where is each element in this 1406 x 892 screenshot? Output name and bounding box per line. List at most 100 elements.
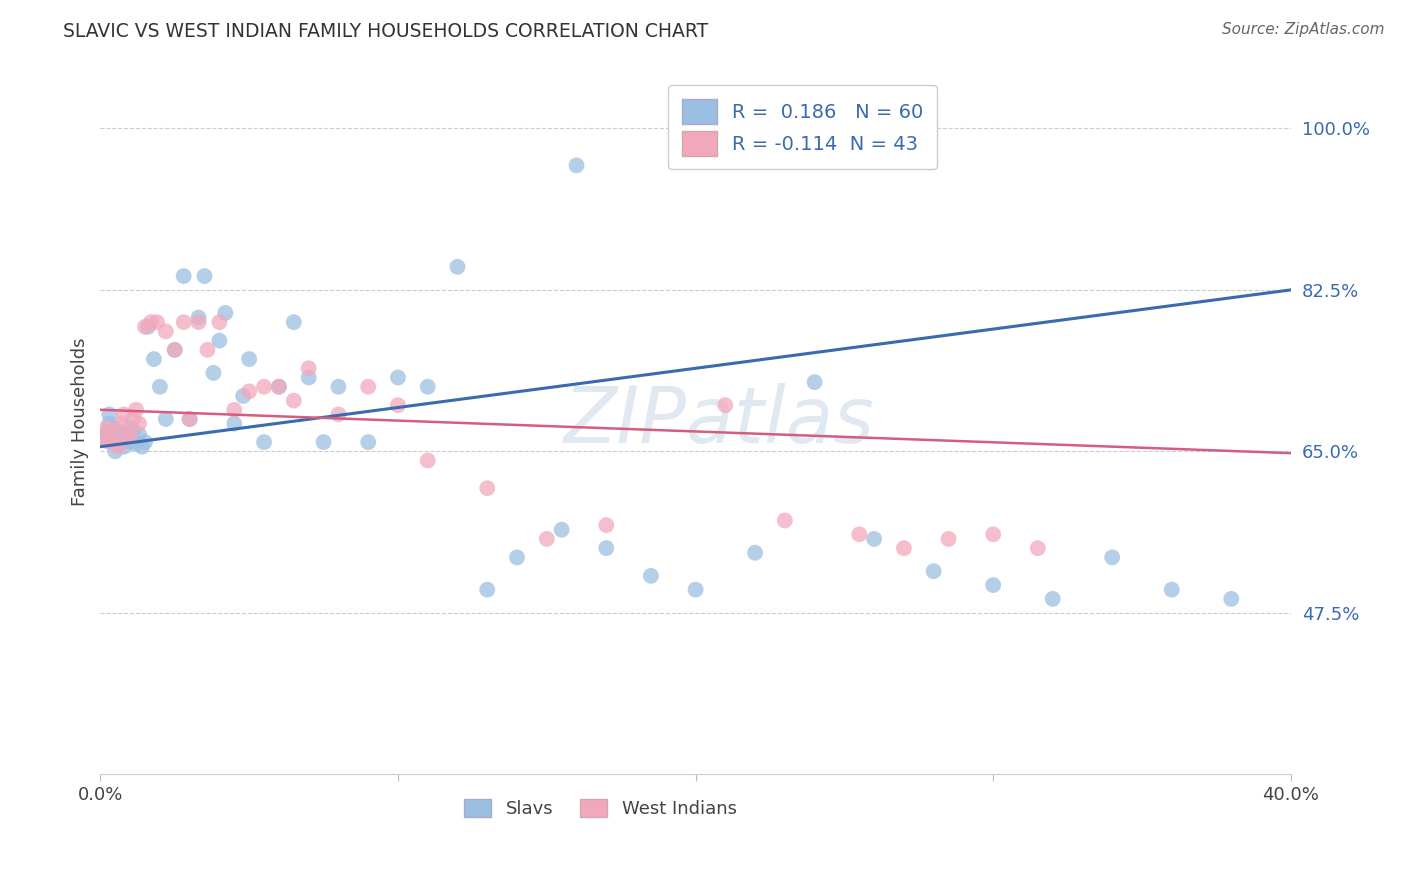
Point [938, 532, 960, 546]
Point [536, 532, 558, 546]
Point [197, 343, 219, 357]
Point [550, 523, 572, 537]
Point [208, 315, 231, 329]
Point [131, 440, 153, 454]
Point [477, 481, 499, 495]
Point [283, 393, 305, 408]
Point [773, 513, 796, 527]
Point [312, 435, 335, 450]
Point [173, 315, 195, 329]
Point [685, 582, 707, 597]
Text: SLAVIC VS WEST INDIAN FAMILY HOUSEHOLDS CORRELATION CHART: SLAVIC VS WEST INDIAN FAMILY HOUSEHOLDS … [63, 22, 709, 41]
Point [253, 380, 276, 394]
Point [214, 306, 236, 320]
Point [91, 430, 114, 444]
Point [1220, 591, 1243, 606]
Text: ZIPatlas: ZIPatlas [564, 384, 875, 459]
Point [187, 315, 209, 329]
Point [110, 425, 132, 440]
Point [104, 421, 127, 435]
Point [922, 564, 945, 578]
Point [357, 435, 380, 450]
Point [136, 319, 159, 334]
Point [115, 425, 138, 440]
Point [139, 315, 162, 329]
Point [122, 424, 145, 438]
Point [298, 370, 321, 384]
Point [267, 380, 290, 394]
Point [565, 158, 588, 172]
Point [112, 408, 135, 422]
Point [122, 412, 145, 426]
Point [110, 435, 132, 450]
Point [104, 435, 127, 450]
Point [416, 380, 439, 394]
Point [101, 424, 124, 438]
Point [506, 550, 529, 565]
Point [173, 268, 195, 283]
Point [179, 412, 201, 426]
Point [98, 408, 121, 422]
Point [142, 352, 165, 367]
Point [848, 527, 870, 541]
Point [104, 444, 127, 458]
Point [267, 380, 290, 394]
Point [1160, 582, 1182, 597]
Point [893, 541, 915, 556]
Point [202, 366, 225, 380]
Point [981, 578, 1004, 592]
Point [120, 421, 142, 435]
Point [91, 430, 114, 444]
Point [238, 352, 260, 367]
Point [224, 402, 246, 417]
Point [595, 541, 617, 556]
Point [98, 435, 121, 450]
Point [283, 315, 305, 329]
Point [134, 319, 156, 334]
Point [112, 440, 135, 454]
Point [155, 412, 177, 426]
Point [232, 389, 254, 403]
Point [1026, 541, 1049, 556]
Point [125, 402, 148, 417]
Point [96, 421, 118, 435]
Point [387, 398, 409, 412]
Point [96, 425, 118, 440]
Point [128, 417, 150, 431]
Point [328, 408, 350, 422]
Point [328, 380, 350, 394]
Point [107, 435, 129, 450]
Point [125, 437, 148, 451]
Point [128, 427, 150, 442]
Point [107, 440, 129, 454]
Point [803, 375, 825, 389]
Point [149, 380, 172, 394]
Point [120, 435, 142, 450]
Point [163, 343, 186, 357]
Point [595, 518, 617, 533]
Point [120, 430, 142, 444]
Point [446, 260, 468, 274]
Point [238, 384, 260, 399]
Point [208, 334, 231, 348]
Point [1101, 550, 1123, 565]
Point [477, 582, 499, 597]
Point [298, 361, 321, 376]
Point [981, 527, 1004, 541]
Text: Source: ZipAtlas.com: Source: ZipAtlas.com [1222, 22, 1385, 37]
Point [357, 380, 380, 394]
Point [744, 546, 766, 560]
Point [1042, 591, 1064, 606]
Point [863, 532, 886, 546]
Y-axis label: Family Households: Family Households [72, 337, 89, 506]
Point [187, 310, 209, 325]
Legend: Slavs, West Indians: Slavs, West Indians [457, 791, 744, 825]
Point [134, 435, 156, 450]
Point [101, 435, 124, 450]
Point [98, 417, 121, 431]
Point [387, 370, 409, 384]
Point [110, 417, 132, 431]
Point [193, 268, 215, 283]
Point [146, 315, 169, 329]
Point [179, 412, 201, 426]
